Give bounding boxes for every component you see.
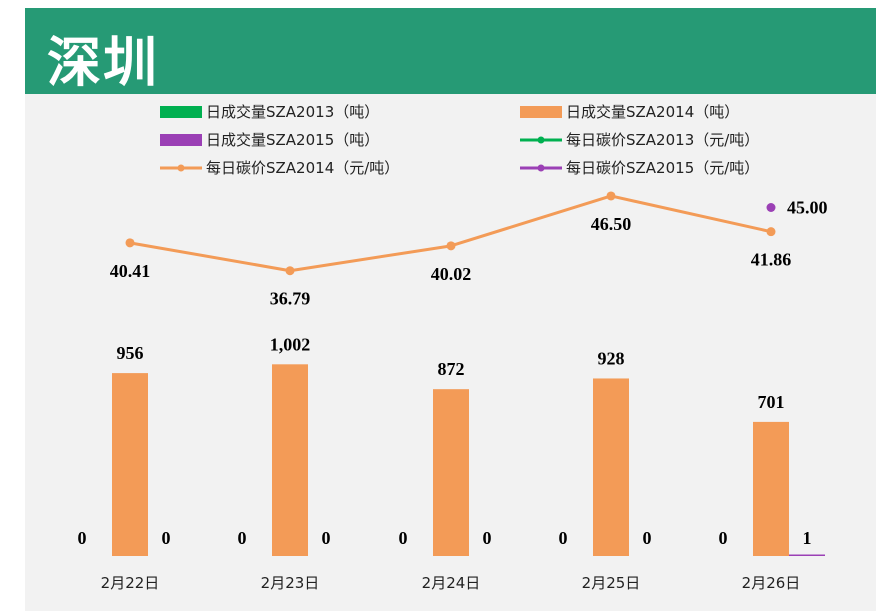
bar-label-s2-c1: 956 [117, 343, 144, 363]
bar-label-s2-c2: 1,002 [270, 334, 311, 354]
bar-s2-c5 [753, 421, 789, 556]
x-tick-4: 2月25日 [582, 574, 641, 592]
legend-swatch-3 [160, 134, 202, 146]
legend-label-2: 日成交量SZA2014（吨） [566, 103, 739, 121]
x-tick-3: 2月24日 [422, 574, 481, 592]
bar-label-s2-c3: 872 [438, 359, 465, 379]
bar-s2-c2 [272, 364, 308, 556]
line-label-s2-c3: 40.02 [431, 264, 472, 284]
line-point-s2-c4 [606, 191, 616, 201]
line-label-s2-c4: 46.50 [591, 214, 632, 234]
bar-label-s1-c3: 0 [399, 528, 408, 548]
legend-swatch-1 [160, 106, 202, 118]
legend-label-5: 每日碳价SZA2014（元/吨） [206, 159, 399, 177]
bar-label-s3-c5: 1 [803, 528, 812, 548]
legend-swatch-2 [520, 106, 562, 118]
bar-label-s1-c5: 0 [719, 528, 728, 548]
line-point-s2-c2 [285, 266, 295, 276]
page-title: 深圳 [47, 31, 159, 94]
legend-marker-4 [537, 136, 545, 144]
bar-label-s1-c4: 0 [559, 528, 568, 548]
line-point-s2-c5 [766, 227, 776, 237]
x-tick-2: 2月23日 [261, 574, 320, 592]
legend-label-3: 日成交量SZA2015（吨） [206, 131, 379, 149]
bar-label-s1-c2: 0 [238, 528, 247, 548]
bar-label-s2-c4: 928 [598, 348, 625, 368]
line-series-2 [129, 194, 772, 273]
bar-s2-c3 [433, 389, 469, 556]
x-tick-5: 2月26日 [742, 574, 801, 592]
line-label-s2-c1: 40.41 [110, 261, 151, 281]
bar-label-s1-c1: 0 [78, 528, 87, 548]
bar-label-s3-c3: 0 [483, 528, 492, 548]
bar-label-s3-c1: 0 [162, 528, 171, 548]
bar-s2-c1 [112, 373, 148, 556]
line-point-s3-c5 [766, 203, 776, 212]
legend-label-4: 每日碳价SZA2013（元/吨） [566, 131, 759, 149]
line-point-s2-c3 [446, 241, 456, 251]
line-label-s3-c5: 45.00 [787, 198, 828, 218]
bar-label-s3-c2: 0 [322, 528, 331, 548]
legend-label-6: 每日碳价SZA2015（元/吨） [566, 159, 759, 177]
bar-s2-c4 [593, 378, 629, 556]
chart-header: 深圳 [25, 8, 876, 94]
line-point-s2-c1 [125, 238, 135, 248]
legend-label-1: 日成交量SZA2013（吨） [206, 103, 379, 121]
legend-marker-6 [537, 164, 545, 172]
bar-label-s3-c4: 0 [643, 528, 652, 548]
line-label-s2-c2: 36.79 [270, 289, 311, 309]
x-tick-1: 2月22日 [101, 574, 160, 592]
bar-s3-c5 [789, 554, 825, 556]
bar-label-s2-c5: 701 [758, 392, 785, 412]
line-label-s2-c5: 41.86 [751, 250, 792, 270]
legend-marker-5 [177, 164, 185, 172]
